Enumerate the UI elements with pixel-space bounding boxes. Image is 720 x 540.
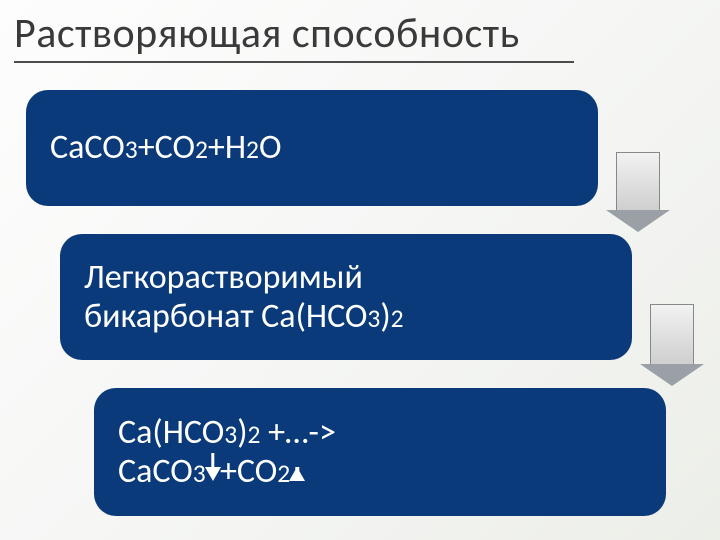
box-2-line2-formula: Ca(HCO3)2 bbox=[261, 296, 403, 337]
box-3-line1-suffix: +…-> bbox=[260, 412, 335, 453]
arrow-stem bbox=[616, 152, 660, 210]
box-2-line1: Легкорастворимый bbox=[84, 257, 363, 298]
box-3-line1-formula: Ca(HCO3)2 bbox=[118, 412, 260, 453]
arrow-head-icon bbox=[640, 364, 704, 386]
flow-arrow-1 bbox=[606, 152, 670, 232]
box-2-content: Легкорастворимый бикарбонат Ca(HCO3)2 bbox=[84, 258, 404, 336]
slide-title: Растворяющая способность bbox=[14, 8, 574, 63]
arrow-stem bbox=[650, 304, 694, 364]
box-3-line2-b: +CO2 bbox=[220, 451, 290, 492]
box-3-content: Ca(HCO3)2 +…-> СaCO3 +CO2 bbox=[118, 413, 336, 491]
arrow-head-icon bbox=[606, 210, 670, 232]
box-2-line2-prefix: бикарбонат bbox=[84, 296, 261, 337]
box-3-line2-a: СaCO3 bbox=[118, 451, 206, 492]
process-box-2: Легкорастворимый бикарбонат Ca(HCO3)2 bbox=[60, 234, 632, 360]
process-box-3: Ca(HCO3)2 +…-> СaCO3 +CO2 bbox=[94, 388, 666, 516]
box-1-formula: СaCO3+CO2+H2O bbox=[50, 128, 282, 167]
process-box-1: СaCO3+CO2+H2O bbox=[26, 90, 598, 206]
flow-arrow-2 bbox=[640, 304, 704, 386]
